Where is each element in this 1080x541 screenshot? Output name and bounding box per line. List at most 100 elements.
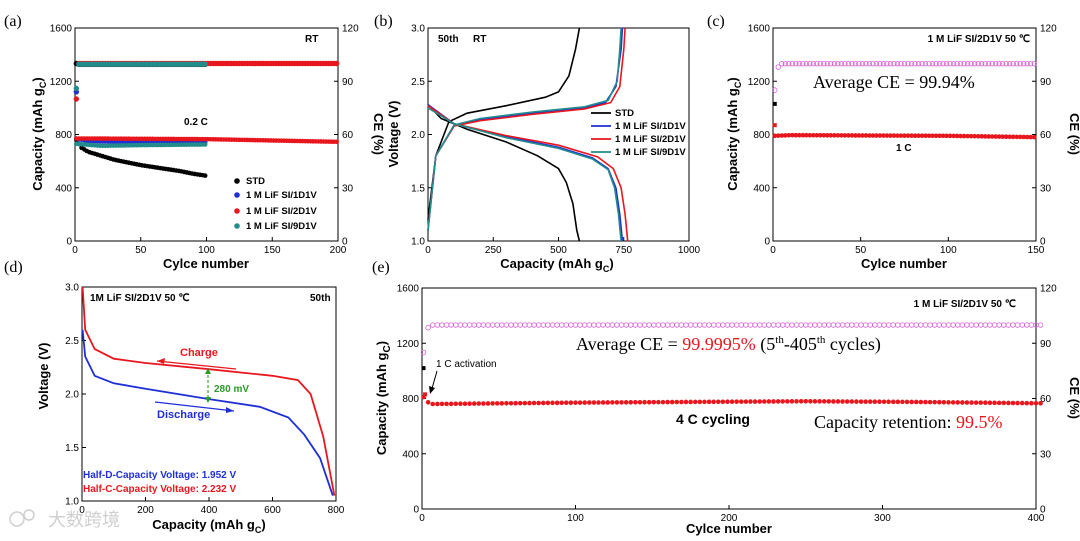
panel-c-ce-ce-point	[782, 60, 788, 67]
panel-c-capacity-capacity-point	[968, 133, 974, 139]
panel-c-capacity-capacity-point	[860, 133, 865, 138]
panel-c-capacity-capacity-point	[979, 134, 984, 139]
panel-e-ce-ce-point	[881, 322, 887, 328]
panel-e-ce-ce-point	[701, 322, 708, 328]
legend-9d1v: 1 M LiF SI/9D1V	[246, 221, 317, 232]
panel-d-xtick-label: 400	[201, 505, 218, 516]
panel-e-ce-ce-point	[1024, 322, 1030, 328]
panel-c-ce-ce-point	[908, 60, 915, 67]
panel-e-y2tick-label: 120	[1040, 284, 1057, 295]
panel-e-ce-ce-point	[853, 322, 860, 328]
panel-e-capacity-capacity-point	[725, 399, 730, 405]
panel-e-capacity-capacity-point	[637, 399, 643, 405]
panel-c-y2tick-label: 60	[1040, 130, 1052, 141]
panel-e-ce-ce-point	[747, 322, 754, 328]
panel-a-ylabel-main: Capacity (mAh g	[30, 88, 45, 191]
legend-9d1v-marker	[234, 223, 240, 229]
panel-e-ce-suffix: cycles)	[825, 334, 880, 355]
panel-d-charge-line	[81, 286, 336, 496]
panel-c-ce-ce-point	[926, 60, 932, 67]
panel-e-capacity-capacity-point	[448, 401, 454, 407]
panel-c-capacity-capacity-point	[905, 133, 911, 138]
panel-a-1-m-lif-si-9d1v-capacity-point	[202, 142, 208, 147]
panel-c-ce-ce-point	[828, 60, 834, 67]
panel-c-ce-ce-point	[814, 60, 820, 67]
panel-e-capacity-capacity-point	[605, 400, 611, 405]
panel-e-ce-ce-point	[572, 322, 579, 328]
panel-c-ce-ce-point	[954, 60, 960, 67]
panel-c-ce-ce-point	[817, 60, 824, 67]
panel-e-capacity-capacity-point	[660, 399, 666, 405]
panel-c-ce-ce-point	[842, 60, 848, 67]
panel-c-capacity-capacity-point	[800, 132, 806, 138]
legend-2d1v: 1 M LiF SI/2D1V	[246, 206, 317, 217]
panel-c-capacity-capacity-point	[895, 133, 900, 138]
panel-e-capacity-capacity-point	[540, 400, 546, 406]
panel-c-capacity-capacity-point	[947, 133, 953, 139]
panel-e-capacity-capacity-point	[545, 400, 551, 406]
panel-e-ce-ce-point	[545, 322, 551, 328]
legend-b-std: STD	[615, 108, 634, 119]
panel-d-annotation-condition: 1M LiF SI/2D1V 50 ℃	[90, 293, 190, 304]
panel-e-ce-ce-point	[770, 322, 777, 328]
watermark: 大数跨境	[9, 509, 120, 530]
panel-a-ytick-label: 1200	[50, 77, 73, 88]
panel-e-ytick-label: 0	[413, 505, 419, 516]
panel-c-capacity-capacity-point	[961, 133, 967, 139]
panel-e-retention-value: 99.5%	[956, 412, 1003, 432]
panel-e-ce-ce-point	[646, 322, 652, 328]
panel-e-ce-ce-point	[678, 322, 685, 328]
legend-std-marker	[234, 178, 240, 184]
panel-e-capacity-capacity-point	[577, 400, 583, 405]
panel-c-ce-ce-point	[982, 60, 988, 67]
panel-e-ce-ce-point	[692, 322, 698, 328]
panel-d-ytick-label: 1.0	[65, 497, 79, 508]
panel-e-capacity-capacity-point	[785, 399, 790, 404]
panel-e-ce-ce-point	[945, 322, 952, 328]
panel-e-ce-ce-point	[632, 322, 639, 328]
panel-c-ylabel: Capacity (mAh gC)	[725, 77, 743, 190]
panel-b-legend: STD 1 M LiF SI/1D1V 1 M LiF SI/2D1V 1 M …	[591, 108, 686, 158]
panel-e-ce-ce-point	[973, 322, 979, 328]
panel-a-xtick-label: 50	[135, 245, 147, 256]
panel-e-ce-ce-point	[729, 322, 735, 328]
panel-e-ce-ce-point	[991, 322, 998, 328]
panel-c-capacity-capacity-point	[779, 133, 785, 138]
panel-c-y2tick-label: 90	[1040, 77, 1052, 88]
panel-c-capacity-capacity-point	[832, 133, 837, 138]
panel-e-capacity-capacity-point	[987, 400, 993, 406]
watermark-text: 大数跨境	[48, 510, 120, 530]
panel-c-early-cycle-point	[772, 123, 777, 128]
panel-e-ce-prefix: Average CE =	[576, 334, 682, 354]
panel-e-capacity-capacity-point	[858, 399, 864, 404]
panel-e-ce-ce-point	[757, 322, 763, 328]
panel-e-ce-ce-point	[710, 322, 717, 328]
panel-e-ce-ce-point	[885, 322, 892, 328]
panel-c-ytick-label: 800	[753, 130, 770, 141]
panel-c-capacity-capacity-point	[797, 132, 802, 138]
panel-a-ylabel: Capacity (mAh gC)	[30, 77, 48, 190]
panel-e-capacity-capacity-point	[485, 401, 491, 406]
panel-c-capacity-capacity-point	[814, 132, 820, 138]
panel-d-half-d-voltage: Half-D-Capacity Voltage: 1.952 V	[83, 470, 237, 481]
panel-e-ylabel-main: Capacity (mAh g	[374, 352, 389, 455]
panel-e-ce-ce-point	[697, 322, 703, 328]
panel-e-ce-ce-point	[439, 322, 445, 328]
panel-e-ce-ce-point	[420, 349, 427, 356]
panel-c-ce-ce-point	[810, 60, 817, 67]
legend-b-2d1v: 1 M LiF SI/2D1V	[615, 134, 686, 145]
panel-e-ce-ce-point	[466, 322, 473, 328]
panel-c-ce-ce-point	[922, 60, 929, 67]
panel-c-ce-ce-point	[803, 60, 810, 67]
panel-c-ce-ce-point	[1031, 60, 1037, 67]
panel-c-capacity-capacity-point	[909, 133, 914, 138]
panel-e-capacity-capacity-point	[665, 399, 670, 405]
panel-d-half-c-voltage: Half-C-Capacity Voltage: 2.232 V	[83, 484, 237, 495]
panel-c-capacity-capacity-point	[775, 133, 781, 138]
panel-c-ce-ce-point	[856, 60, 862, 67]
panel-e-capacity-capacity-point	[849, 399, 855, 404]
panel-c-capacity-capacity-point	[853, 133, 858, 138]
panel-e-capacity-capacity-point	[909, 399, 914, 405]
panel-a-xlabel: Cylce number	[163, 256, 249, 271]
